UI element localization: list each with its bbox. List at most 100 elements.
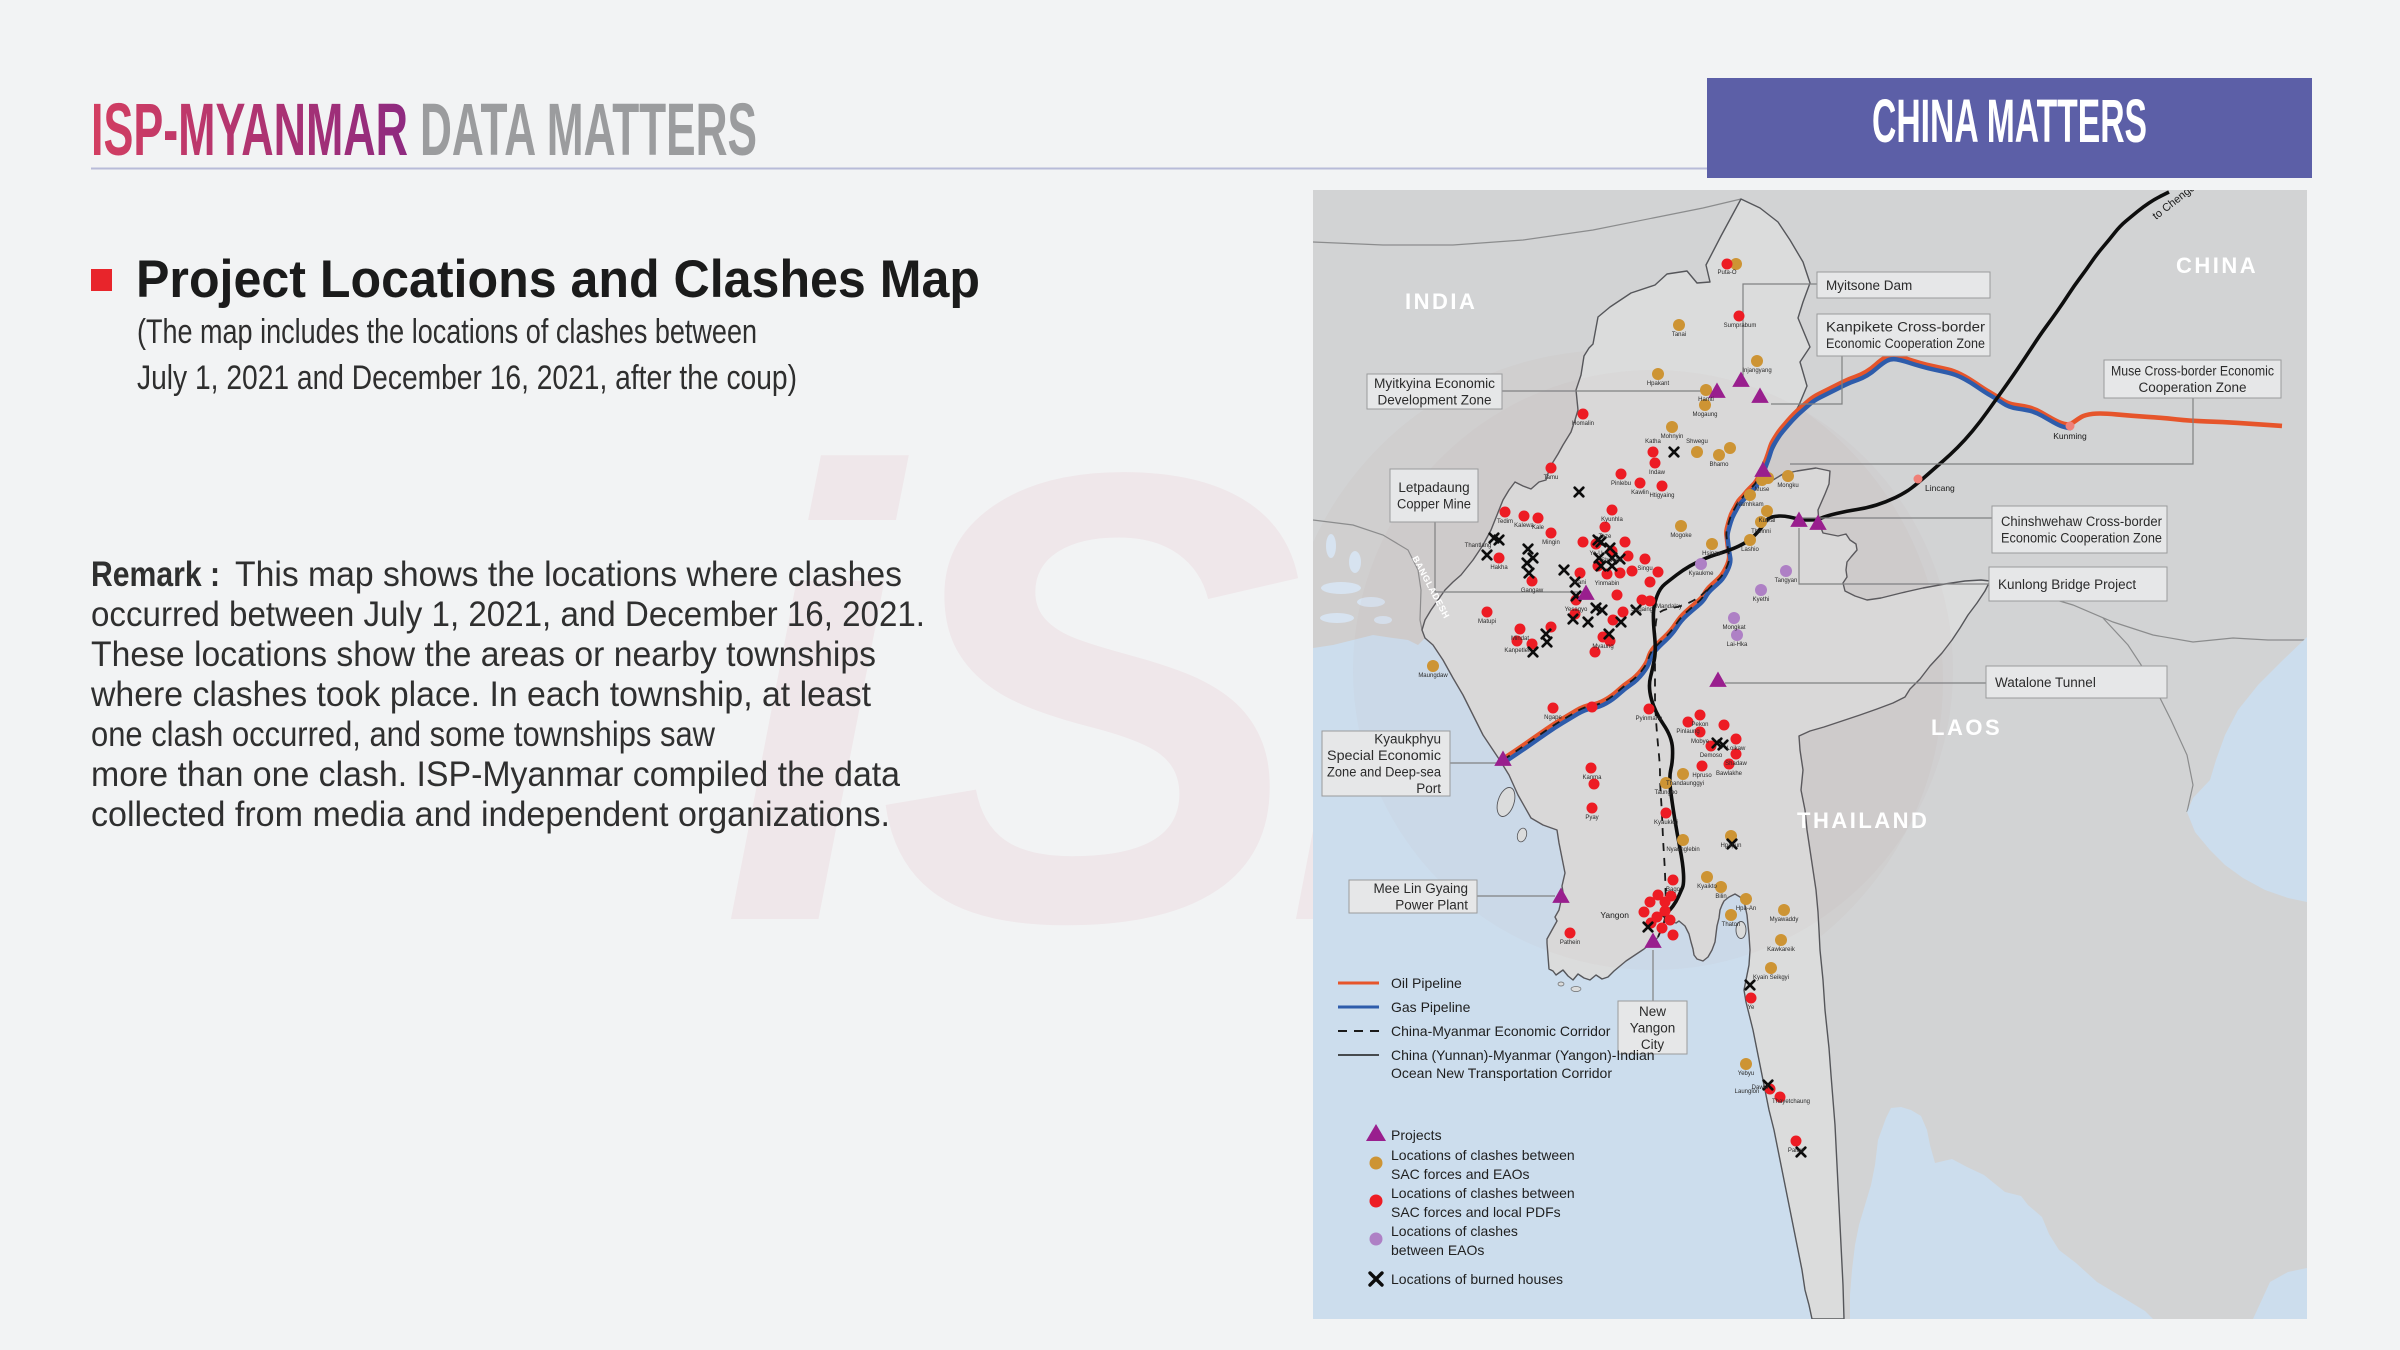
svg-text:Shadaw: Shadaw: [1725, 761, 1747, 767]
svg-text:Sagaing: Sagaing: [1631, 607, 1653, 613]
svg-text:Tanai: Tanai: [1672, 332, 1686, 338]
svg-text:Ye-U: Ye-U: [1589, 551, 1602, 557]
svg-text:Hsipaw: Hsipaw: [1702, 551, 1722, 557]
svg-text:Palaw: Palaw: [1788, 1148, 1805, 1154]
svg-text:Kyaukkyi: Kyaukkyi: [1654, 820, 1678, 826]
svg-text:Kani: Kani: [1574, 580, 1586, 586]
svg-text:Cooperation Zone: Cooperation Zone: [2138, 380, 2246, 395]
svg-text:Oil Pipeline: Oil Pipeline: [1391, 975, 1462, 991]
svg-text:City: City: [1641, 1037, 1664, 1052]
svg-text:Power Plant: Power Plant: [1395, 898, 1468, 913]
svg-text:Locations of burned houses: Locations of burned houses: [1391, 1271, 1563, 1287]
svg-text:Nyaunglebin: Nyaunglebin: [1666, 847, 1699, 853]
svg-text:Kunming: Kunming: [2053, 431, 2087, 441]
svg-text:Mandalay: Mandalay: [1656, 604, 1682, 610]
svg-text:Economic Cooperation Zone: Economic Cooperation Zone: [2001, 531, 2162, 546]
svg-text:Kyaukme: Kyaukme: [1688, 571, 1714, 577]
svg-text:Taungoo: Taungoo: [1654, 790, 1678, 796]
svg-text:Kyain Seikgyi: Kyain Seikgyi: [1753, 975, 1789, 981]
svg-text:Myaung: Myaung: [1592, 644, 1613, 650]
svg-text:Ye: Ye: [1748, 1005, 1755, 1011]
svg-text:Myitkyina Economic: Myitkyina Economic: [1374, 376, 1495, 391]
svg-text:more than one clash. ISP-Myanm: more than one clash. ISP-Myanmar compile…: [91, 755, 901, 794]
svg-text:This map shows the locations w: This map shows the locations where clash…: [235, 555, 902, 594]
svg-text:Port: Port: [1416, 781, 1441, 796]
svg-text:Mee Lin Gyaing: Mee Lin Gyaing: [1373, 881, 1468, 896]
svg-text:occurred between July 1, 2021,: occurred between July 1, 2021, and Decem…: [91, 595, 925, 634]
svg-text:Yinmabin: Yinmabin: [1595, 581, 1620, 587]
svg-text:Mongku: Mongku: [1777, 483, 1798, 489]
svg-text:Lai-Hka: Lai-Hka: [1727, 642, 1748, 648]
svg-text:Bhamo: Bhamo: [1709, 462, 1729, 468]
svg-text:Kunlong Bridge Project: Kunlong Bridge Project: [1998, 577, 2136, 592]
svg-text:Remark :: Remark :: [91, 555, 220, 594]
svg-text:Taze: Taze: [1599, 534, 1612, 540]
svg-text:Yangon: Yangon: [1630, 1020, 1676, 1035]
svg-text:Kutkai: Kutkai: [1759, 518, 1776, 524]
svg-text:Bago: Bago: [1666, 887, 1681, 893]
svg-text:Shwegu: Shwegu: [1686, 439, 1708, 445]
svg-text:Injangyang: Injangyang: [1742, 368, 1771, 374]
svg-text:Thandaunggyi: Thandaunggyi: [1666, 781, 1704, 787]
svg-text:Pyay: Pyay: [1585, 815, 1598, 821]
svg-text:Kyethi: Kyethi: [1753, 597, 1770, 603]
svg-text:Htigyaing: Htigyaing: [1649, 493, 1674, 499]
svg-text:Economic Cooperation Zone: Economic Cooperation Zone: [1826, 336, 1985, 351]
svg-text:Singu: Singu: [1637, 566, 1652, 572]
svg-text:Kyaukphyu: Kyaukphyu: [1374, 732, 1441, 747]
svg-text:Development Zone: Development Zone: [1377, 393, 1491, 408]
svg-text:New: New: [1639, 1004, 1666, 1019]
svg-text:Ngape: Ngape: [1544, 715, 1562, 721]
svg-text:Mindat: Mindat: [1511, 636, 1529, 642]
svg-text:Myitsone Dam: Myitsone Dam: [1826, 278, 1912, 293]
svg-text:July 1, 2021 and December 16,: July 1, 2021 and December 16, 2021, afte…: [137, 359, 797, 397]
svg-text:Mingin: Mingin: [1542, 540, 1560, 546]
svg-text:Watalone Tunnel: Watalone Tunnel: [1995, 675, 2096, 690]
svg-text:Gangaw: Gangaw: [1521, 588, 1544, 594]
svg-text:Shwebo: Shwebo: [1601, 558, 1623, 564]
svg-text:Ocean New Transportation Corri: Ocean New Transportation Corridor: [1391, 1065, 1612, 1081]
svg-text:Chinshwehaw Cross-border: Chinshwehaw Cross-border: [2001, 514, 2162, 529]
svg-text:Pinlaung: Pinlaung: [1676, 729, 1699, 735]
svg-text:Hpapun: Hpapun: [1720, 843, 1741, 849]
svg-text:Lashio: Lashio: [1741, 547, 1759, 553]
svg-text:China-Myanmar Economic Corrido: China-Myanmar Economic Corridor: [1391, 1023, 1611, 1039]
svg-text:Matupi: Matupi: [1478, 619, 1496, 625]
svg-text:Kanpikete Cross-border: Kanpikete Cross-border: [1826, 320, 1986, 335]
svg-text:Kawkareik: Kawkareik: [1767, 947, 1796, 953]
svg-text:SAC forces and EAOs: SAC forces and EAOs: [1391, 1166, 1530, 1182]
svg-text:Hpruso: Hpruso: [1692, 773, 1712, 779]
svg-text:Pyinmana: Pyinmana: [1636, 716, 1663, 722]
svg-text:Bilin: Bilin: [1715, 894, 1726, 900]
svg-text:Tedim: Tedim: [1497, 519, 1513, 525]
svg-text:Pinlebu: Pinlebu: [1611, 481, 1631, 487]
svg-text:Yebyu: Yebyu: [1738, 1071, 1754, 1077]
svg-text:Locations of clashes: Locations of clashes: [1391, 1223, 1518, 1239]
svg-text:Projects: Projects: [1391, 1127, 1442, 1143]
svg-text:Namhkam: Namhkam: [1736, 502, 1763, 508]
svg-text:Pathein: Pathein: [1560, 940, 1580, 946]
svg-text:Kanma: Kanma: [1582, 775, 1602, 781]
svg-text:Hamti: Hamti: [1698, 397, 1714, 403]
svg-text:Maungdaw: Maungdaw: [1418, 673, 1448, 679]
svg-text:Lincang: Lincang: [1925, 483, 1955, 493]
svg-text:These locations show the areas: These locations show the areas or nearby…: [91, 635, 876, 674]
svg-text:Hpa-An: Hpa-An: [1736, 906, 1756, 912]
svg-text:CHINA: CHINA: [2176, 253, 2258, 278]
svg-text:DATA MATTERS: DATA MATTERS: [420, 88, 757, 171]
svg-text:Loikaw: Loikaw: [1727, 746, 1746, 752]
svg-text:Sumprabum: Sumprabum: [1724, 323, 1757, 329]
svg-text:Mongkat: Mongkat: [1722, 625, 1745, 631]
svg-text:Muse Cross-border Economic: Muse Cross-border Economic: [2111, 364, 2274, 379]
svg-text:INDIA: INDIA: [1405, 289, 1477, 314]
svg-text:Muse: Muse: [1755, 487, 1770, 493]
svg-text:SAC forces and local PDFs: SAC forces and local PDFs: [1391, 1204, 1561, 1220]
svg-text:Thayetchaung: Thayetchaung: [1772, 1099, 1810, 1105]
svg-text:Mohnyin: Mohnyin: [1661, 434, 1684, 440]
svg-text:Demoso: Demoso: [1700, 753, 1723, 759]
svg-text:Gas Pipeline: Gas Pipeline: [1391, 999, 1471, 1015]
svg-text:between EAOs: between EAOs: [1391, 1242, 1484, 1258]
svg-text:Kanpetlet: Kanpetlet: [1504, 648, 1530, 654]
svg-text:Kyaikto: Kyaikto: [1697, 884, 1717, 890]
svg-text:Pekon: Pekon: [1691, 722, 1708, 728]
